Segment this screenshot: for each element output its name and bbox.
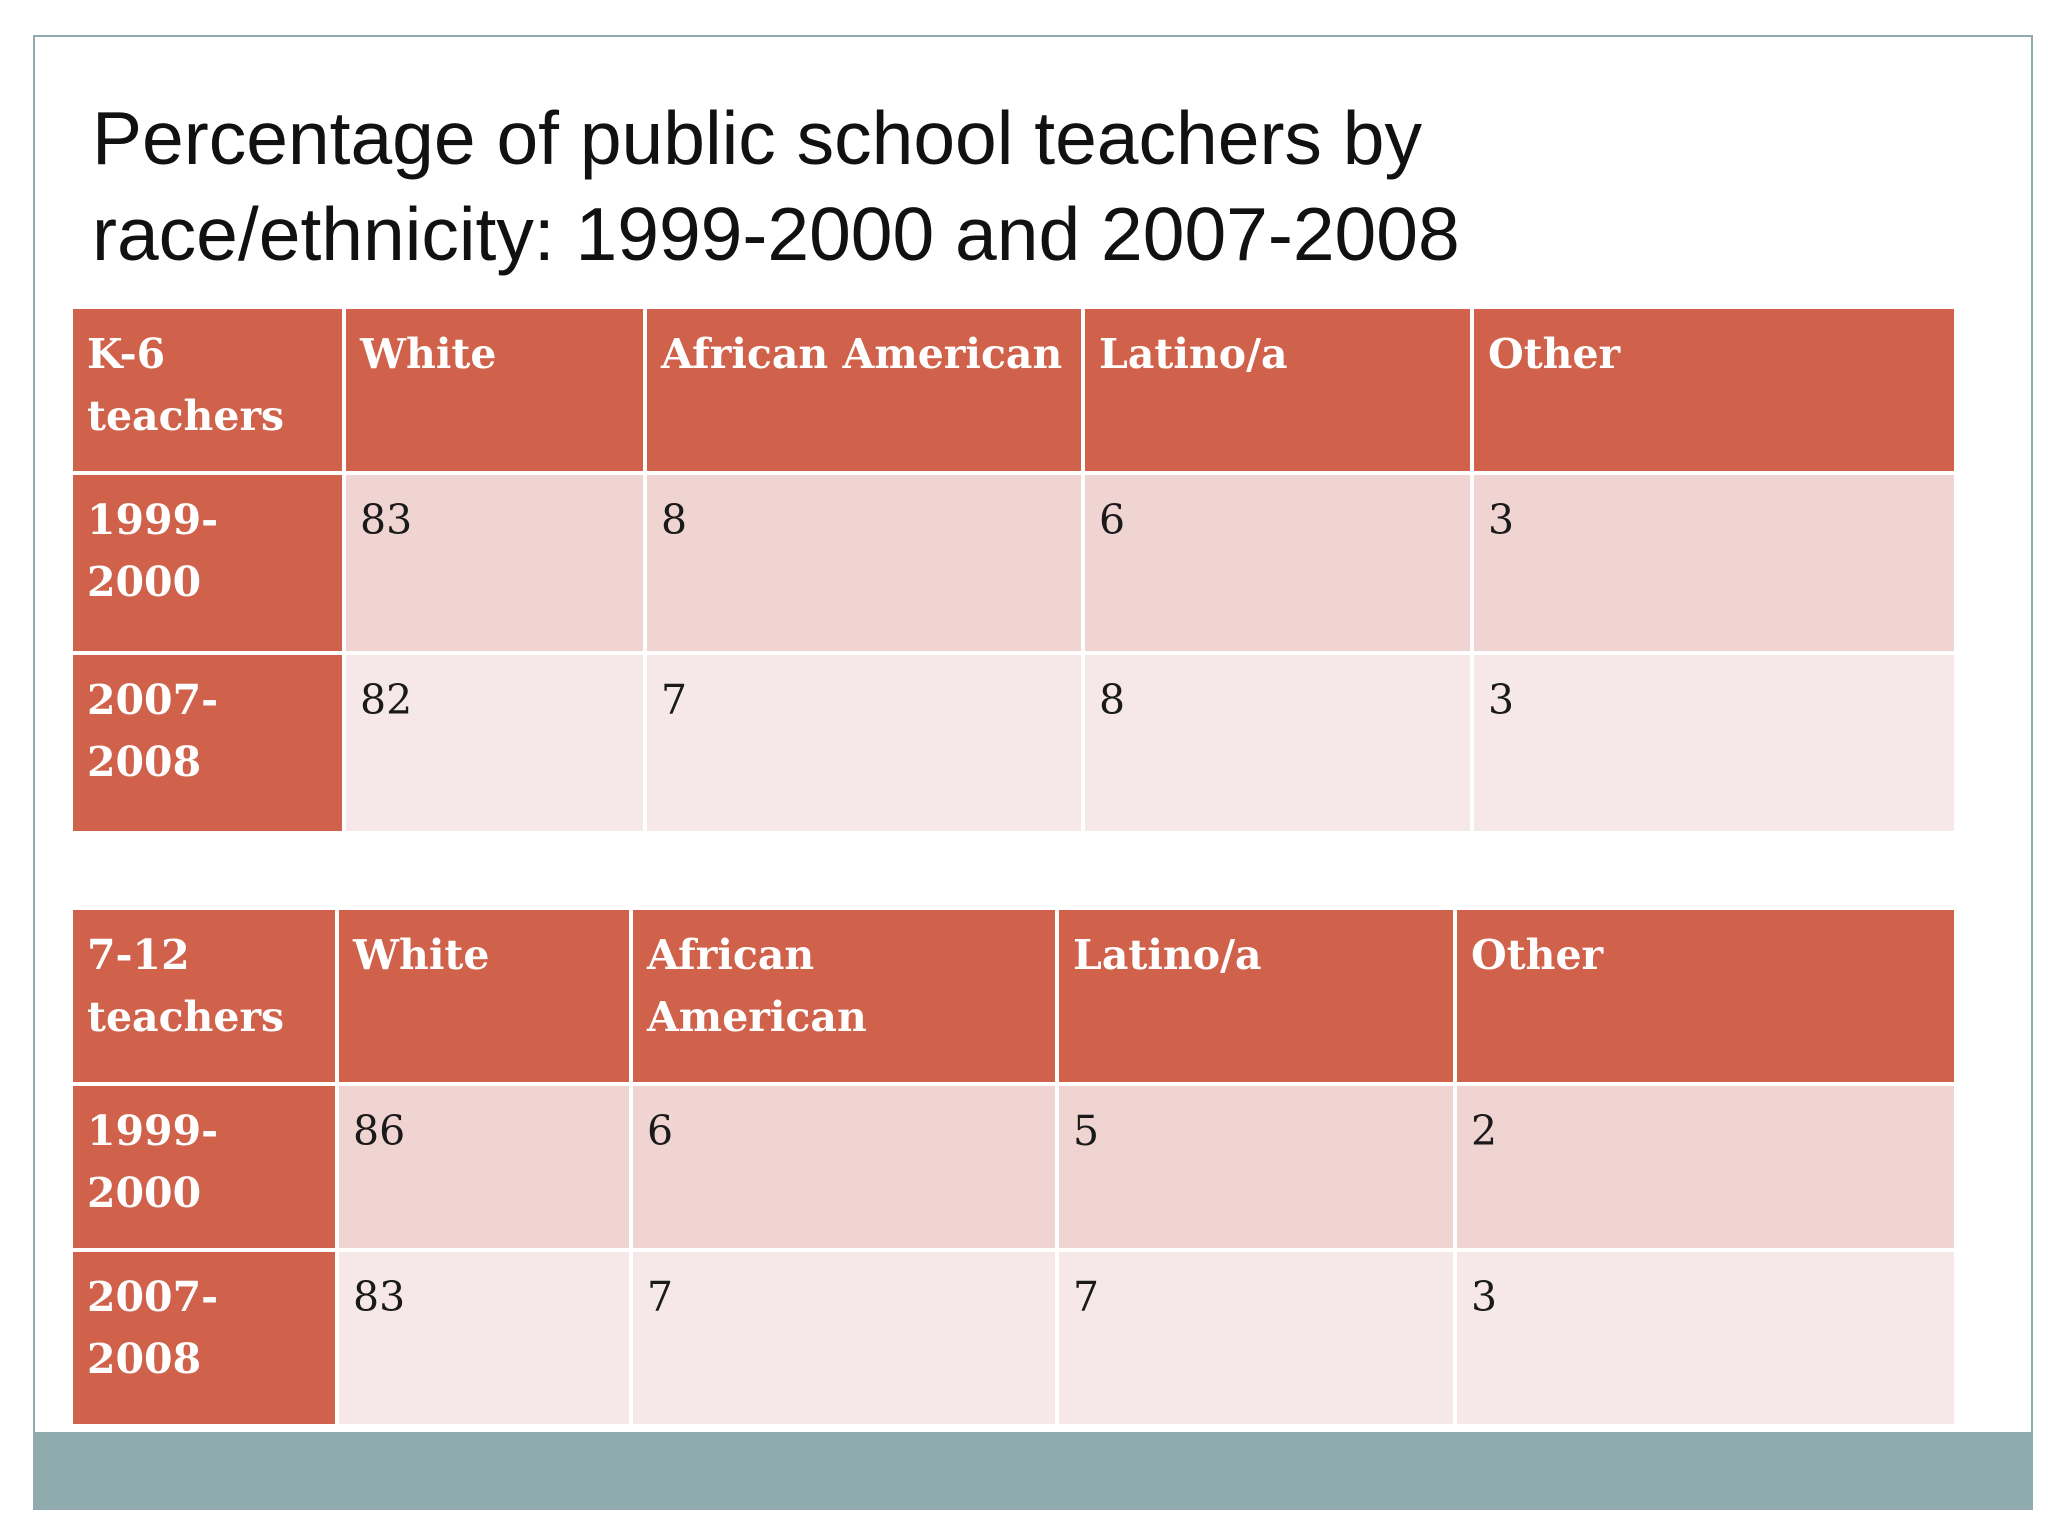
table-cell-african-american: 6 (629, 1082, 1059, 1252)
k6-teachers-table: K-6 teachers White African American Lati… (69, 305, 1958, 835)
column-header-group: 7-12 teachers (69, 906, 339, 1086)
table-cell-other: 3 (1453, 1248, 1958, 1428)
table-cell-other: 2 (1453, 1082, 1958, 1252)
column-header-latino: Latino/a (1081, 305, 1474, 475)
slide-title-line-1: Percentage of public school teachers by (92, 96, 1422, 180)
slide-title-line-2: race/ethnicity: 1999-2000 and 2007-2008 (92, 192, 1460, 276)
table-row: 1999-2000 86 6 5 2 (69, 1082, 1958, 1252)
column-header-latino: Latino/a (1055, 906, 1457, 1086)
table-cell-white: 83 (335, 1248, 633, 1428)
table-row: 1999-2000 83 8 6 3 (69, 471, 1958, 655)
table-cell-white: 86 (335, 1082, 633, 1252)
slide-title: Percentage of public school teachers by … (92, 90, 1942, 282)
table-cell-latino: 8 (1081, 651, 1474, 835)
table-cell-african-american: 7 (629, 1248, 1059, 1428)
column-header-other: Other (1470, 305, 1958, 475)
row-header-year: 1999-2000 (69, 1082, 339, 1252)
column-header-other: Other (1453, 906, 1958, 1086)
table-cell-white: 83 (342, 471, 647, 655)
table-row: 2007-2008 83 7 7 3 (69, 1248, 1958, 1428)
table-cell-white: 82 (342, 651, 647, 835)
table-cell-other: 3 (1470, 651, 1958, 835)
table-cell-latino: 6 (1081, 471, 1474, 655)
column-header-white: White (342, 305, 647, 475)
table-cell-african-american: 8 (643, 471, 1085, 655)
table-header-row: 7-12 teachers White African American Lat… (69, 906, 1958, 1086)
table-cell-other: 3 (1470, 471, 1958, 655)
column-header-white: White (335, 906, 633, 1086)
table-cell-african-american: 7 (643, 651, 1085, 835)
grades-7-12-teachers-table: 7-12 teachers White African American Lat… (69, 906, 1958, 1428)
row-header-year: 2007-2008 (69, 651, 346, 835)
column-header-group: K-6 teachers (69, 305, 346, 475)
column-header-african-american: African American (643, 305, 1085, 475)
row-header-year: 2007-2008 (69, 1248, 339, 1428)
row-header-year: 1999-2000 (69, 471, 346, 655)
table-header-row: K-6 teachers White African American Lati… (69, 305, 1958, 475)
table-row: 2007-2008 82 7 8 3 (69, 651, 1958, 835)
footer-bar (33, 1432, 2033, 1510)
table-cell-latino: 5 (1055, 1082, 1457, 1252)
column-header-african-american: African American (629, 906, 1059, 1086)
table-cell-latino: 7 (1055, 1248, 1457, 1428)
